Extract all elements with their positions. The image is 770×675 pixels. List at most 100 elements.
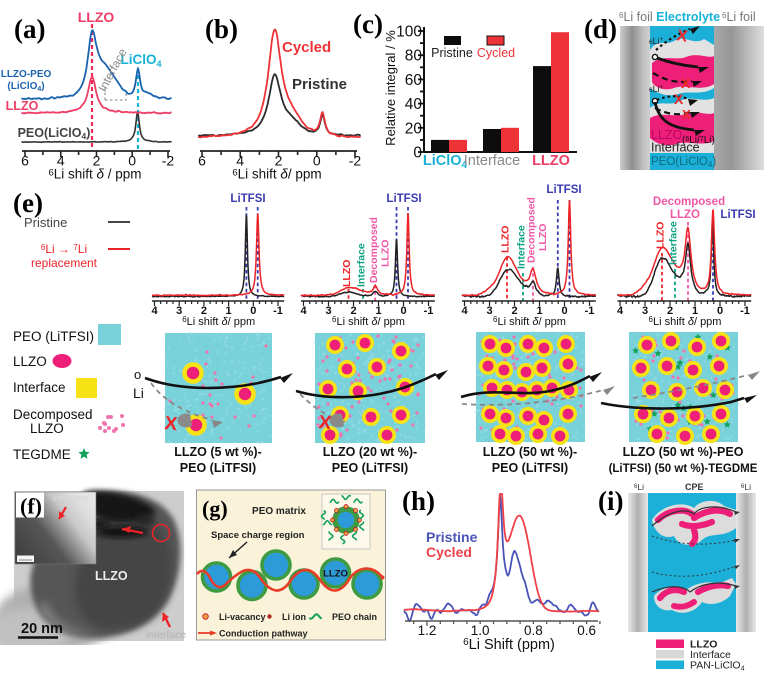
svg-text:0: 0 xyxy=(400,305,406,317)
svg-text:Decomposed: Decomposed xyxy=(368,217,380,283)
svg-text:(g): (g) xyxy=(202,496,228,521)
svg-text:3: 3 xyxy=(176,305,182,317)
svg-text:0: 0 xyxy=(413,145,422,162)
svg-text:1.2: 1.2 xyxy=(418,623,437,638)
svg-text:(d): (d) xyxy=(584,14,617,44)
svg-text:2: 2 xyxy=(275,153,283,169)
svg-text:X: X xyxy=(163,413,178,435)
svg-text:(a): (a) xyxy=(14,14,45,44)
svg-text:LLZO: LLZO xyxy=(500,226,512,253)
svg-text:Interface: Interface xyxy=(356,243,368,287)
svg-text:Li: Li xyxy=(133,385,144,401)
svg-text:40: 40 xyxy=(405,96,423,113)
svg-text:100: 100 xyxy=(396,24,422,41)
svg-text:Interface: Interface xyxy=(516,225,528,269)
svg-text:LLZO: LLZO xyxy=(6,99,39,113)
svg-text:interface: interface xyxy=(52,493,88,504)
svg-text:(c): (c) xyxy=(353,9,383,39)
svg-text:X: X xyxy=(317,412,332,434)
svg-text:X: X xyxy=(682,107,691,122)
svg-text:Interface: Interface xyxy=(690,649,731,661)
svg-text:0.6: 0.6 xyxy=(577,623,596,638)
svg-text:6Li shift δ / ppm: 6Li shift δ / ppm xyxy=(48,167,141,182)
svg-text:4: 4 xyxy=(617,305,624,317)
svg-text:6Li+: 6Li+ xyxy=(649,36,664,46)
svg-text:Pristine: Pristine xyxy=(292,76,347,93)
svg-text:LLZO: LLZO xyxy=(78,9,115,25)
svg-text:Cycled: Cycled xyxy=(426,544,472,560)
svg-text:(LiTFSI) (50 wt %)-TEGDME: (LiTFSI) (50 wt %)-TEGDME xyxy=(609,463,758,475)
svg-text:Interface: Interface xyxy=(95,46,129,94)
svg-text:-1: -1 xyxy=(424,305,434,317)
svg-text:LiTFSI: LiTFSI xyxy=(230,193,265,205)
svg-text:o: o xyxy=(134,367,141,382)
svg-text:3: 3 xyxy=(642,305,648,317)
svg-text:X: X xyxy=(674,91,684,107)
svg-text:Decomposed: Decomposed xyxy=(13,407,93,422)
svg-text:LLZO (5 wt %)-: LLZO (5 wt %)- xyxy=(174,445,262,459)
svg-text:2: 2 xyxy=(667,305,673,317)
svg-text:Pristine: Pristine xyxy=(24,215,67,230)
svg-text:LLZO: LLZO xyxy=(651,128,683,142)
svg-text:60: 60 xyxy=(405,72,423,89)
svg-text:6Li shift δ/ ppm: 6Li shift δ/ ppm xyxy=(332,315,405,328)
svg-text:6: 6 xyxy=(21,153,29,169)
svg-text:6Li shift δ/ ppm: 6Li shift δ/ ppm xyxy=(649,315,722,328)
svg-text:(f): (f) xyxy=(20,494,42,519)
svg-text:replacement: replacement xyxy=(31,256,98,270)
svg-text:LiTFSI: LiTFSI xyxy=(546,184,581,196)
svg-text:Interface: Interface xyxy=(13,380,66,395)
svg-text:1: 1 xyxy=(226,305,232,317)
svg-text:0: 0 xyxy=(250,305,256,317)
svg-text:6Li Shift (ppm): 6Li Shift (ppm) xyxy=(463,637,555,652)
svg-text:PEO (LiTFSI): PEO (LiTFSI) xyxy=(332,461,408,475)
svg-text:2: 2 xyxy=(201,305,207,317)
svg-text:-1: -1 xyxy=(740,305,750,317)
svg-text:0.8: 0.8 xyxy=(524,623,543,638)
svg-text:Li-vacancy: Li-vacancy xyxy=(219,612,266,622)
svg-text:-2: -2 xyxy=(162,153,175,169)
svg-text:1: 1 xyxy=(536,305,542,317)
svg-text:PEO (LiTFSI): PEO (LiTFSI) xyxy=(492,461,568,475)
svg-text:20: 20 xyxy=(405,120,423,137)
svg-text:TEGDME: TEGDME xyxy=(13,447,71,462)
svg-text:PEO(LiClO4): PEO(LiClO4) xyxy=(651,156,716,169)
svg-text:LLZO: LLZO xyxy=(380,240,392,267)
svg-text:0: 0 xyxy=(561,305,567,317)
svg-text:-2: -2 xyxy=(349,153,362,169)
svg-text:20 nm: 20 nm xyxy=(21,621,63,637)
svg-text:4: 4 xyxy=(151,305,158,317)
svg-text:2: 2 xyxy=(93,153,101,169)
svg-text:2: 2 xyxy=(511,305,517,317)
svg-text:Conduction pathway: Conduction pathway xyxy=(219,629,308,639)
svg-text:6Li shift δ/ ppm: 6Li shift δ/ ppm xyxy=(493,315,566,328)
svg-text:LLZO (20 wt %)-: LLZO (20 wt %)- xyxy=(323,445,417,459)
svg-text:X: X xyxy=(681,75,691,91)
svg-text:6Li shift δ/ ppm: 6Li shift δ/ ppm xyxy=(232,167,321,182)
svg-text:3: 3 xyxy=(325,305,331,317)
svg-text:0: 0 xyxy=(717,305,723,317)
svg-text:LLZO (50 wt %)-: LLZO (50 wt %)- xyxy=(483,445,577,459)
svg-text:Pristine: Pristine xyxy=(426,529,478,545)
svg-text:LLZO: LLZO xyxy=(95,569,128,583)
svg-text:CPE: CPE xyxy=(685,482,704,492)
svg-text:-1: -1 xyxy=(585,305,595,317)
svg-text:Pristine: Pristine xyxy=(431,46,473,60)
svg-text:(6Li/7Li): (6Li/7Li) xyxy=(682,135,715,146)
svg-text:(i): (i) xyxy=(598,486,623,516)
svg-text:4: 4 xyxy=(57,153,65,169)
svg-text:Decomposed: Decomposed xyxy=(653,196,725,208)
svg-text:6Li+: 6Li+ xyxy=(649,84,664,94)
svg-text:LLZO: LLZO xyxy=(670,209,700,221)
svg-text:PAN-LiClO4: PAN-LiClO4 xyxy=(690,660,745,673)
svg-text:0: 0 xyxy=(128,153,136,169)
svg-text:LiClO4: LiClO4 xyxy=(120,52,161,69)
svg-text:Cycled: Cycled xyxy=(477,46,515,60)
svg-text:LLZO-PEO: LLZO-PEO xyxy=(1,69,52,80)
svg-text:Interface: Interface xyxy=(668,221,680,265)
svg-text:Relative integral / %: Relative integral / % xyxy=(383,30,398,146)
svg-text:LiTFSI: LiTFSI xyxy=(386,193,421,205)
svg-text:6Li: 6Li xyxy=(741,482,751,492)
svg-text:1.0: 1.0 xyxy=(471,623,490,638)
svg-text:4: 4 xyxy=(461,305,468,317)
